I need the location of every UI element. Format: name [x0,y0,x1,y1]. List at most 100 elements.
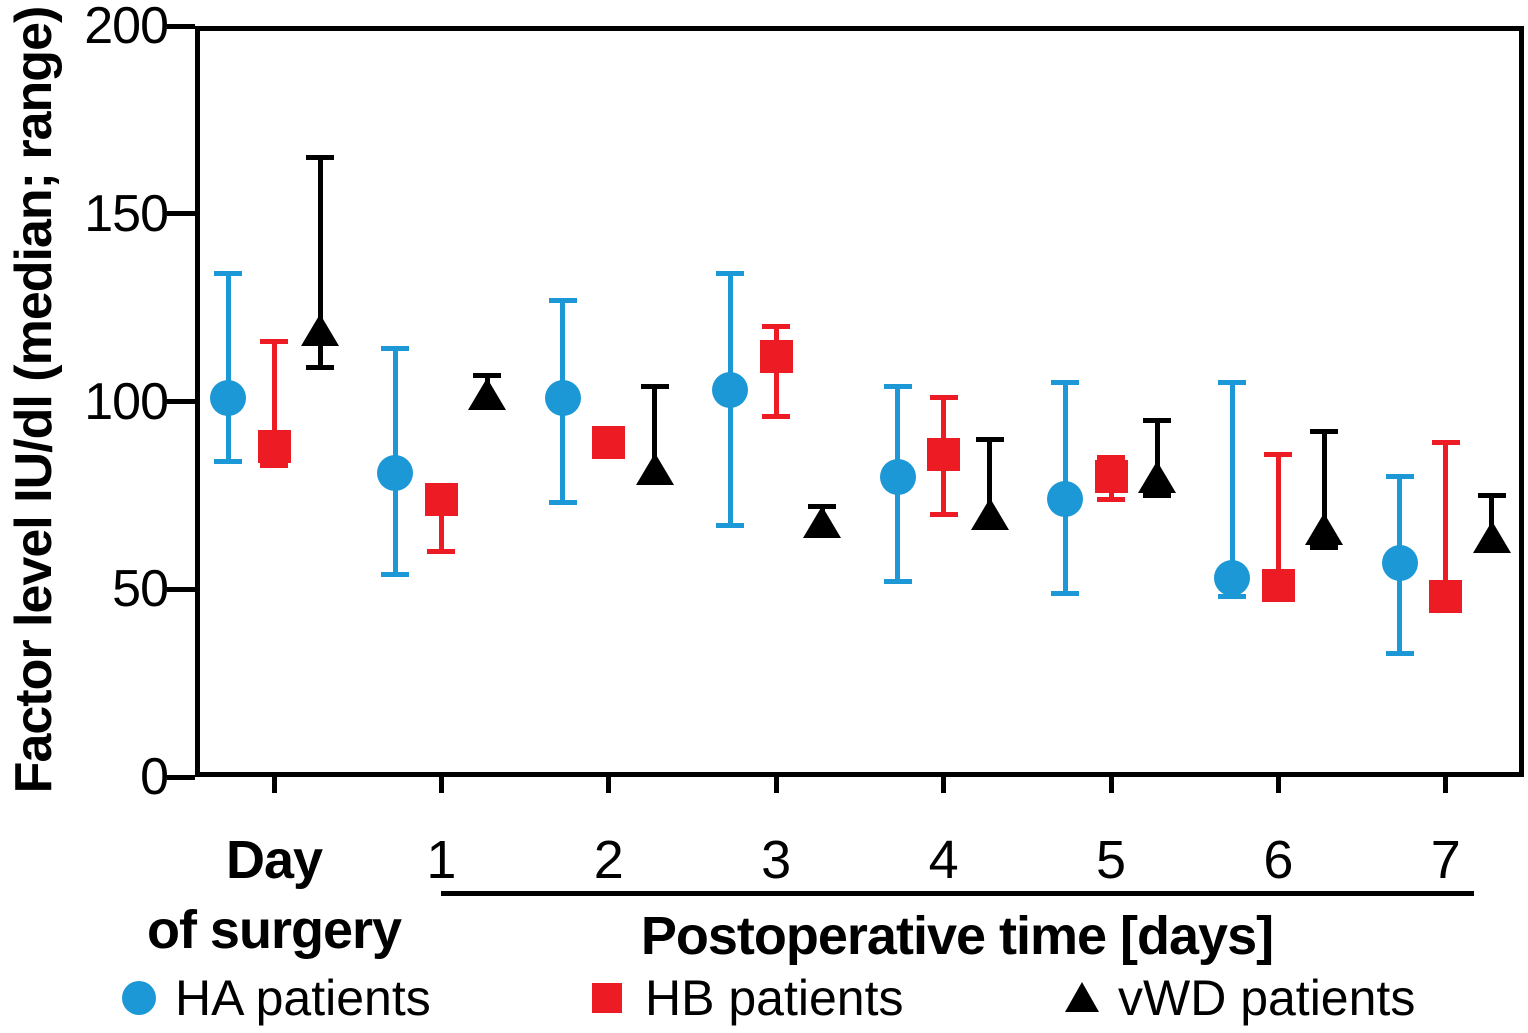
error-bar-cap-top [883,383,912,389]
error-bar-cap-bottom [1385,650,1414,656]
error-bar-cap-bottom [883,579,912,585]
error-bar-cap-top [640,383,669,389]
error-bar-cap-bottom [306,365,334,371]
x-axis-group-label: Postoperative time [days] [640,906,1274,966]
error-bar-cap-top [1051,380,1079,386]
error-bar-cap-bottom [1097,496,1125,502]
x-axis-tick [438,777,444,793]
data-point-square [759,339,793,373]
x-tick-label: 3 [761,830,792,890]
error-bar-cap-top [1385,474,1414,480]
error-bar-cap-top [548,297,577,303]
error-bar-cap-top [381,346,410,352]
error-bar-cap-bottom [1218,594,1247,600]
error-bar-cap-top [1431,440,1460,446]
error-bar-line [317,157,323,368]
x-axis-tick [1443,777,1449,793]
data-point-triangle [635,453,674,486]
data-point-triangle [970,498,1009,531]
error-bar-cap-top [1264,451,1293,457]
error-bar-cap-bottom [1310,545,1339,551]
error-bar-line [271,341,277,466]
data-point-triangle [301,314,339,347]
y-tick-label: 100 [84,372,169,431]
data-point-circle [879,458,916,495]
x-tick-label: 7 [1430,830,1461,890]
x-axis-tick [941,777,947,793]
error-bar-cap-top [473,372,502,378]
error-bar-cap-top [306,154,334,160]
y-tick-label: 0 [140,748,169,806]
x-tick-label: 1 [426,830,457,890]
legend: HA patients HB patients vWD patients [0,962,1528,1032]
x-axis-tick [1275,777,1281,793]
error-bar-cap-bottom [1051,590,1079,596]
error-bar-cap-bottom [929,511,958,517]
error-bar-cap-top [1310,429,1339,435]
error-bar-cap-top [1218,380,1247,386]
data-point-square [1261,568,1295,602]
data-point-circle [210,379,246,416]
data-point-circle [1047,481,1083,518]
error-bar-cap-top [762,323,791,329]
x-tick-label: 2 [593,830,624,890]
y-tick-label: 50 [112,560,169,619]
data-point-triangle [1472,520,1511,553]
data-point-triangle [468,377,507,410]
x-tick-label: 5 [1095,830,1127,890]
x-axis-tick [271,777,277,793]
y-tick-label: 150 [84,184,169,243]
hb-square-icon [592,983,622,1013]
data-point-circle [1214,559,1251,596]
y-axis-tick [167,774,195,780]
data-point-circle [1381,544,1418,581]
error-bar-line [1229,382,1235,597]
y-axis-tick [167,211,195,217]
error-bar-cap-top [716,271,745,277]
x-label-day-of-surgery-line1: Day [225,830,323,890]
legend-label-ha: HA patients [175,970,431,1026]
plot-area [195,26,1524,777]
data-point-square [1429,580,1463,614]
error-bar-cap-top [1097,455,1125,461]
error-bar-cap-top [929,395,958,401]
data-point-triangle [803,505,842,538]
x-label-day-of-surgery-line2: of surgery [146,900,402,960]
error-bar-cap-top [1477,492,1506,498]
error-bar-cap-top [214,271,242,277]
data-point-square [592,426,626,460]
error-bar-line [225,273,231,462]
error-bar-cap-top [975,436,1004,442]
postoperative-axis-rule [441,891,1474,896]
x-tick-label: 6 [1263,830,1294,890]
error-bar-line [652,386,658,477]
y-axis-tick [167,586,195,592]
error-bar-cap-bottom [762,414,791,420]
data-point-triangle [1138,460,1176,493]
error-bar-cap-top [1143,417,1171,423]
error-bar-cap-bottom [214,459,242,465]
y-axis-tick [167,23,195,29]
data-point-square [1094,460,1128,494]
data-point-triangle [1305,513,1344,546]
error-bar-cap-bottom [260,462,288,468]
error-bar-line [1443,442,1449,597]
x-axis-tick [606,777,612,793]
x-axis-tick [1108,777,1114,793]
data-point-circle [377,454,414,491]
x-axis-tick [773,777,779,793]
legend-label-vwd: vWD patients [1118,970,1416,1026]
y-axis-tick [167,399,195,404]
data-point-square [424,482,458,516]
x-tick-label: 4 [928,830,959,890]
data-point-square [927,437,961,471]
error-bar-line [1275,454,1281,601]
error-bar-cap-bottom [548,500,577,506]
error-bar-line [438,487,444,552]
error-bar-cap-bottom [716,522,745,528]
error-bar-cap-top [260,338,288,344]
ha-circle-icon [122,981,156,1015]
data-point-circle [544,379,581,416]
